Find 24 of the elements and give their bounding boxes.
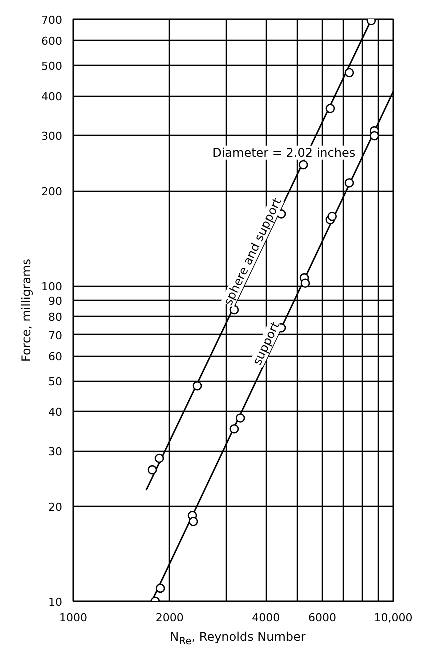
x-axis-title: N$_{Re}$, Reynolds Number [170,629,306,648]
y-tick-label: 20 [48,501,63,514]
y-tick-label: 70 [48,329,63,342]
y-tick-label: 90 [48,295,63,308]
y-tick-label: 400 [42,90,63,104]
y-tick-label: 200 [42,186,63,199]
y-tick-label: 700 [42,14,63,27]
x-tick-label: 2000 [156,612,184,624]
x-tick-label: 4000 [252,612,280,624]
y-tick-label: 600 [42,35,63,48]
y-tick-label: 30 [48,446,63,458]
x-tick-label: 10,000 [374,612,413,624]
y-tick-label: 500 [42,60,63,74]
y-tick-label: 10 [48,596,63,609]
x-tick-label: 1000 [60,612,88,624]
y-tick-label: 300 [42,130,63,144]
y-tick-label: 50 [48,376,63,389]
y-tick-label: 100 [42,280,63,294]
y-tick-label: 80 [48,311,63,324]
y-axis-title: Force, milligrams [20,259,34,362]
y-tick-label: 40 [48,406,63,420]
annotation: Diameter = 2.02 inches [212,146,356,160]
y-tick-label: 60 [48,350,63,364]
x-tick-label: 6000 [308,612,337,624]
